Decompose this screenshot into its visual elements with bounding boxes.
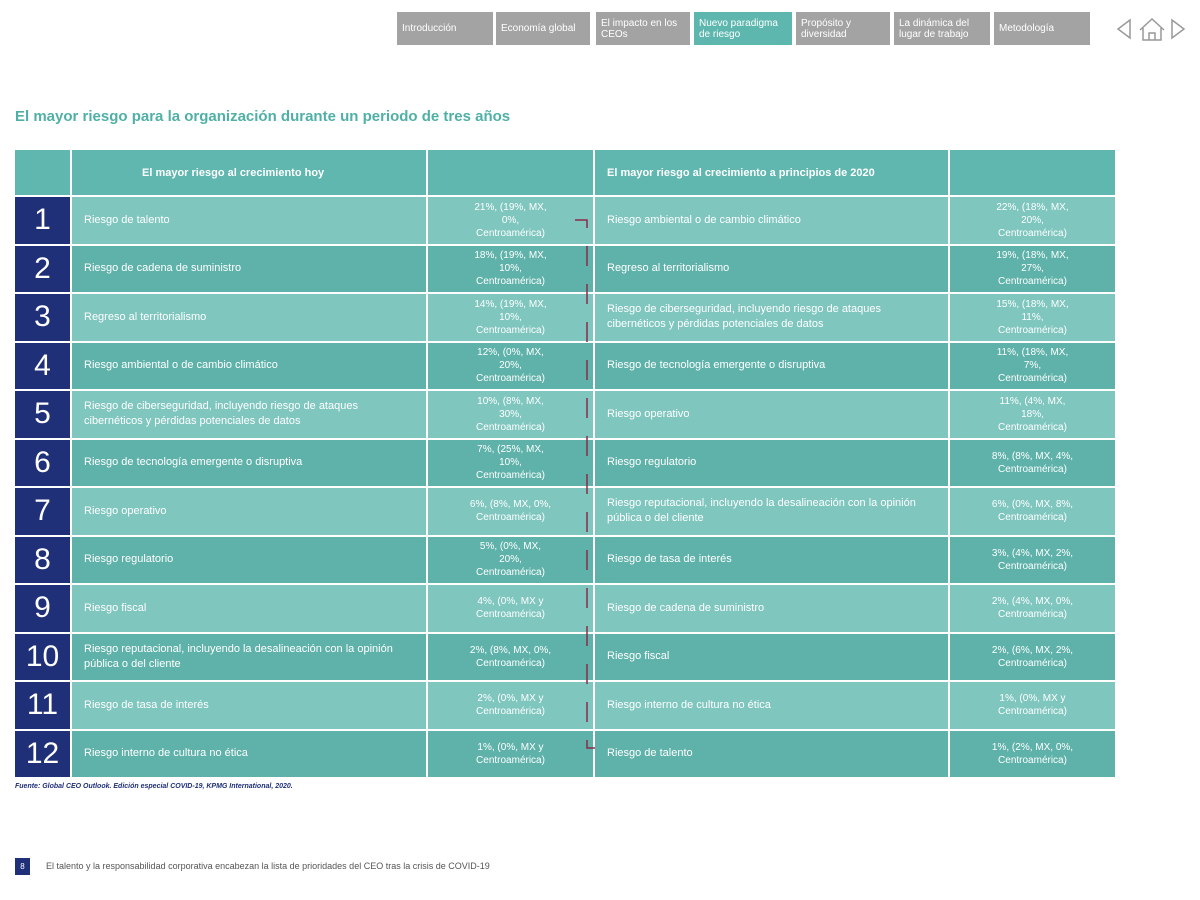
source: Fuente: Global CEO Outlook. Edición espe… bbox=[15, 783, 293, 790]
nav-tab[interactable]: El impacto en los CEOs bbox=[596, 12, 690, 45]
risk-value: 1%, (0%, MX y Centroamérica) bbox=[428, 730, 593, 777]
nav-tab[interactable]: La dinámica del lugar de trabajo bbox=[894, 12, 990, 45]
risk-value: 2%, (0%, MX y Centroamérica) bbox=[428, 682, 593, 729]
risk-value: 11%, (4%, MX, 18%, Centroamérica) bbox=[950, 391, 1115, 438]
nav-tab[interactable]: Propósito y diversidad bbox=[796, 12, 890, 45]
risk-value: 2%, (6%, MX, 2%, Centroamérica) bbox=[950, 633, 1115, 680]
risk-value: 4%, (0%, MX y Centroamérica) bbox=[428, 585, 593, 632]
risk-name: Riesgo ambiental o de cambio climático bbox=[72, 342, 426, 389]
risk-name: Riesgo operativo bbox=[595, 391, 948, 438]
title: El mayor riesgo para la organización dur… bbox=[15, 108, 511, 125]
risk-name: Riesgo de tecnología emergente o disrupt… bbox=[595, 342, 948, 389]
row-number: 9 bbox=[15, 585, 70, 632]
row-number: 8 bbox=[15, 536, 70, 583]
row-number: 7 bbox=[15, 488, 70, 535]
row-number: 2 bbox=[15, 245, 70, 292]
risk-value: 1%, (2%, MX, 0%, Centroamérica) bbox=[950, 730, 1115, 777]
risk-name: Riesgo de talento bbox=[72, 197, 426, 244]
risk-name: Riesgo de talento bbox=[595, 730, 948, 777]
risk-value: 11%, (18%, MX, 7%, Centroamérica) bbox=[950, 342, 1115, 389]
row-number: 3 bbox=[15, 294, 70, 341]
risk-name: Riesgo fiscal bbox=[72, 585, 426, 632]
risk-value: 14%, (19%, MX, 10%, Centroamérica) bbox=[428, 294, 593, 341]
risk-value: 18%, (19%, MX, 10%, Centroamérica) bbox=[428, 245, 593, 292]
risk-value: 6%, (0%, MX, 8%, Centroamérica) bbox=[950, 488, 1115, 535]
risk-name: Regreso al territorialismo bbox=[72, 294, 426, 341]
risk-value: 15%, (18%, MX, 11%, Centroamérica) bbox=[950, 294, 1115, 341]
header-cell: El mayor riesgo al crecimiento a princip… bbox=[595, 150, 948, 195]
risk-value: 21%, (19%, MX, 0%, Centroamérica) bbox=[428, 197, 593, 244]
row-number: 12 bbox=[15, 730, 70, 777]
risk-value: 6%, (8%, MX, 0%, Centroamérica) bbox=[428, 488, 593, 535]
header-cell bbox=[428, 150, 593, 195]
header-cell bbox=[950, 150, 1115, 195]
forward-icon[interactable] bbox=[1171, 18, 1186, 40]
nav-tab[interactable]: Introducción bbox=[397, 12, 493, 45]
risk-value: 22%, (18%, MX, 20%, Centroamérica) bbox=[950, 197, 1115, 244]
risk-name: Riesgo regulatorio bbox=[72, 536, 426, 583]
row-number: 1 bbox=[15, 197, 70, 244]
risk-name: Riesgo de cadena de suministro bbox=[72, 245, 426, 292]
risk-name: Riesgo interno de cultura no ética bbox=[72, 730, 426, 777]
risk-name: Riesgo de ciberseguridad, incluyendo rie… bbox=[595, 294, 948, 341]
risk-name: Riesgo fiscal bbox=[595, 633, 948, 680]
nav-tab[interactable]: Economía global bbox=[496, 12, 590, 45]
page-number: 8 bbox=[15, 858, 30, 875]
risk-name: Regreso al territorialismo bbox=[595, 245, 948, 292]
risk-value: 10%, (8%, MX, 30%, Centroamérica) bbox=[428, 391, 593, 438]
connector-line bbox=[575, 219, 595, 749]
footer-text: El talento y la responsabilidad corporat… bbox=[46, 861, 490, 871]
connector bbox=[575, 219, 595, 749]
risk-name: Riesgo ambiental o de cambio climático bbox=[595, 197, 948, 244]
header-cell bbox=[15, 150, 70, 195]
risk-value: 1%, (0%, MX y Centroamérica) bbox=[950, 682, 1115, 729]
row-number: 4 bbox=[15, 342, 70, 389]
risk-name: Riesgo de cadena de suministro bbox=[595, 585, 948, 632]
risk-value: 19%, (18%, MX, 27%, Centroamérica) bbox=[950, 245, 1115, 292]
row-number: 6 bbox=[15, 439, 70, 486]
row-number: 10 bbox=[15, 633, 70, 680]
risk-name: Riesgo reputacional, incluyendo la desal… bbox=[595, 488, 948, 535]
risk-name: Riesgo operativo bbox=[72, 488, 426, 535]
risk-name: Riesgo reputacional, incluyendo la desal… bbox=[72, 633, 426, 680]
row-number: 11 bbox=[15, 682, 70, 729]
risk-value: 8%, (8%, MX, 4%, Centroamérica) bbox=[950, 439, 1115, 486]
risk-name: Riesgo de tasa de interés bbox=[595, 536, 948, 583]
risk-value: 5%, (0%, MX, 20%, Centroamérica) bbox=[428, 536, 593, 583]
risk-value: 2%, (8%, MX, 0%, Centroamérica) bbox=[428, 633, 593, 680]
header-cell: El mayor riesgo al crecimiento hoy bbox=[72, 150, 426, 195]
risk-value: 7%, (25%, MX, 10%, Centroamérica) bbox=[428, 439, 593, 486]
risk-name: Riesgo de tasa de interés bbox=[72, 682, 426, 729]
nav-tab[interactable]: Metodología bbox=[994, 12, 1090, 45]
risk-value: 12%, (0%, MX, 20%, Centroamérica) bbox=[428, 342, 593, 389]
risk-name: Riesgo de ciberseguridad, incluyendo rie… bbox=[72, 391, 426, 438]
risk-name: Riesgo regulatorio bbox=[595, 439, 948, 486]
risk-name: Riesgo interno de cultura no ética bbox=[595, 682, 948, 729]
risk-value: 2%, (4%, MX, 0%, Centroamérica) bbox=[950, 585, 1115, 632]
nav-icons bbox=[1116, 17, 1186, 41]
risk-value: 3%, (4%, MX, 2%, Centroamérica) bbox=[950, 536, 1115, 583]
nav-tab[interactable]: Nuevo paradigma de riesgo bbox=[694, 12, 792, 45]
row-number: 5 bbox=[15, 391, 70, 438]
home-icon[interactable] bbox=[1139, 17, 1165, 41]
risk-name: Riesgo de tecnología emergente o disrupt… bbox=[72, 439, 426, 486]
back-icon[interactable] bbox=[1116, 18, 1131, 40]
